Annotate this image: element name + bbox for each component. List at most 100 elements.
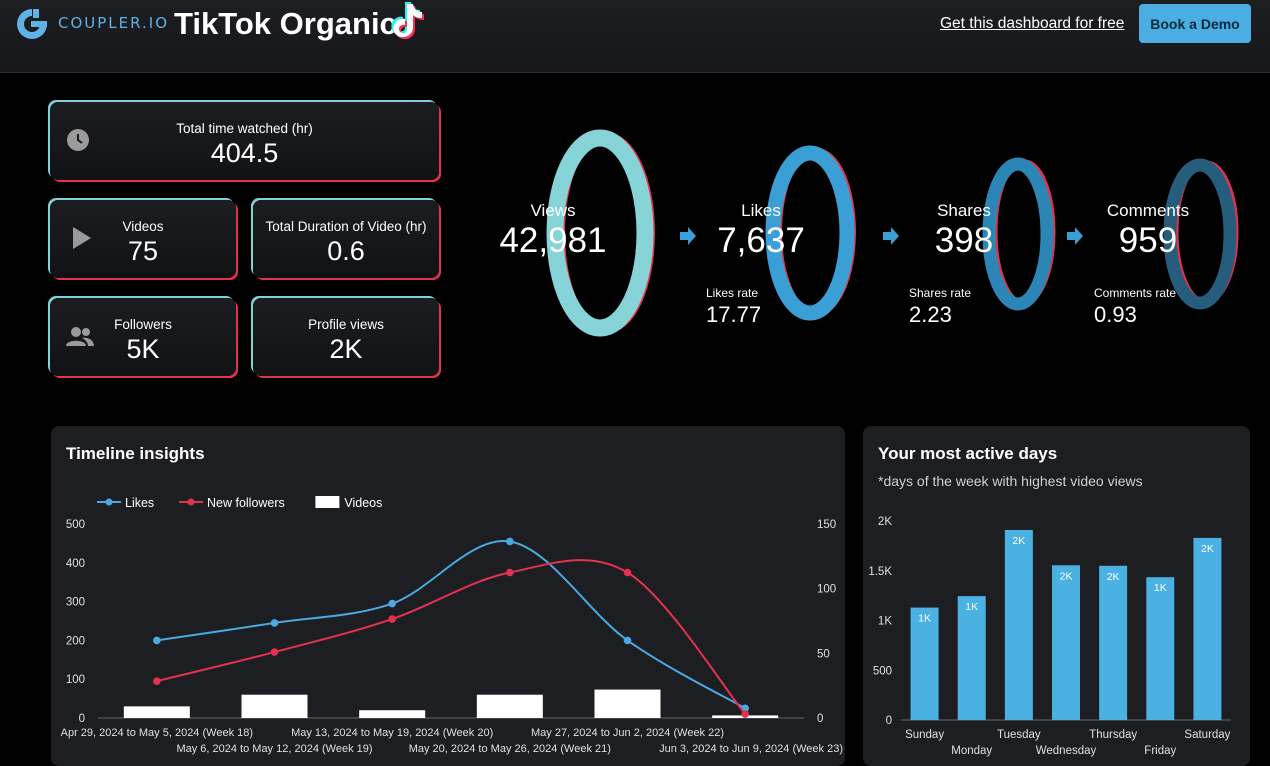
day-bar: [1052, 565, 1080, 720]
likes-value: 7,637: [717, 221, 805, 260]
play-icon: [73, 227, 91, 249]
videos-bar: [359, 710, 426, 718]
active-days-title: Your most active days: [878, 444, 1058, 463]
videos-bar: [241, 694, 308, 718]
series-point: [623, 568, 632, 577]
y-tick: 1K: [878, 616, 892, 628]
x-tick-label: Friday: [1144, 745, 1176, 757]
y-tick-left: 500: [66, 519, 85, 531]
bar-data-label: 1K: [1154, 582, 1167, 594]
kpi-value: 2K: [329, 334, 363, 364]
comments-rate-label: Comments rate: [1094, 286, 1177, 300]
kpi-value: 0.6: [327, 236, 365, 266]
get-dashboard-link[interactable]: Get this dashboard for free: [940, 15, 1125, 32]
series-point: [623, 636, 632, 645]
legend-swatch-dot: [187, 498, 195, 506]
timeline-chart[interactable]: 0 100 200 300 400 500 0 50 100 150 Likes New follow…: [51, 426, 845, 760]
comments-rate-value: 0.93: [1094, 302, 1137, 327]
clock-icon: [67, 129, 89, 151]
series-point: [741, 710, 749, 718]
comments-value: 959: [1118, 221, 1178, 260]
y-tick-left: 400: [66, 558, 85, 570]
timeline-title: Timeline insights: [66, 444, 205, 463]
y-tick-right: 50: [817, 648, 830, 660]
kpi-label: Profile views: [308, 317, 384, 332]
logo-text[interactable]: COUPLER.IO: [58, 14, 170, 32]
series-point: [270, 619, 279, 627]
legend-label: New followers: [207, 496, 285, 510]
y-tick-left: 0: [79, 713, 85, 725]
series-line: [156, 559, 746, 715]
series-point: [388, 615, 396, 623]
active-days-chart[interactable]: 0 500 1K 1.5K 2K 1K Sunday 1K Monday 2K Tuesday 2K W…: [863, 426, 1250, 760]
bar-data-label: 2K: [1107, 571, 1120, 583]
y-tick-left: 300: [66, 597, 85, 609]
videos-bar: [476, 694, 543, 718]
kpi-duration: Total Duration of Video (hr) 0.6: [253, 200, 439, 278]
series-point: [388, 599, 396, 608]
page-title: TikTok Organic: [174, 6, 397, 41]
arrow-icon: [883, 227, 899, 245]
likes-label: Likes: [741, 201, 781, 220]
y-tick: 2K: [878, 516, 892, 528]
kpi-label: Total Duration of Video (hr): [265, 219, 427, 234]
kpi-profile-views: Profile views 2K: [253, 298, 439, 376]
bar-data-label: 1K: [918, 613, 931, 625]
comments-ring: [1163, 158, 1237, 310]
series-line: [156, 540, 746, 710]
likes-rate-value: 17.77: [706, 302, 762, 327]
x-tick-label: Wednesday: [1036, 745, 1097, 757]
shares-rate-value: 2.23: [909, 302, 952, 327]
shares-value: 398: [934, 221, 994, 260]
active-days-subtitle: *days of the week with highest video vie…: [878, 473, 1143, 489]
shares-label: Shares: [937, 201, 991, 220]
x-tick-label: May 6, 2024 to May 12, 2024 (Week 19): [176, 743, 372, 755]
x-tick-label: Tuesday: [997, 729, 1041, 741]
shares-rate-label: Shares rate: [909, 286, 972, 300]
x-tick-label: Apr 29, 2024 to May 5, 2024 (Week 18): [61, 727, 253, 739]
views-value: 42,981: [499, 221, 607, 260]
x-tick-label: Thursday: [1089, 729, 1137, 741]
arrow-icon: [680, 227, 696, 245]
x-tick-label: May 20, 2024 to May 26, 2024 (Week 21): [409, 743, 611, 755]
y-tick: 500: [873, 665, 892, 677]
x-tick-label: Jun 3, 2024 to Jun 9, 2024 (Week 23): [659, 743, 843, 755]
shares-ring: [982, 157, 1054, 311]
kpi-time-watched: Total time watched (hr) 404.5: [50, 102, 439, 180]
day-bar: [910, 607, 939, 720]
videos-bar: [594, 689, 661, 718]
x-tick-label: May 13, 2024 to May 19, 2024 (Week 20): [291, 727, 493, 739]
legend-label: Likes: [125, 496, 154, 510]
tiktok-icon: [391, 2, 424, 40]
videos-bar: [123, 706, 190, 718]
x-tick-label: May 27, 2024 to Jun 2, 2024 (Week 22): [531, 727, 724, 739]
y-tick-right: 0: [817, 713, 823, 725]
book-demo-button[interactable]: Book a Demo: [1139, 4, 1251, 43]
header: COUPLER.IO TikTok Organic Get this dashb…: [0, 0, 1270, 73]
coupler-logo-icon[interactable]: [14, 6, 50, 42]
bar-data-label: 1K: [965, 601, 978, 613]
bar-data-label: 2K: [1201, 543, 1214, 555]
y-tick: 0: [886, 715, 892, 727]
kpi-videos: Videos 75: [50, 200, 236, 278]
kpi-label: Total time watched (hr): [176, 121, 313, 136]
kpi-value: 75: [127, 236, 159, 266]
views-label: Views: [530, 201, 576, 220]
kpi-followers: Followers 5K: [50, 298, 236, 376]
y-tick-left: 200: [66, 635, 85, 647]
day-bar: [1193, 537, 1222, 720]
likes-ring: [765, 145, 855, 321]
legend-swatch: [315, 496, 340, 508]
y-tick: 1.5K: [868, 566, 892, 578]
views-ring: [546, 129, 654, 337]
y-tick-left: 100: [66, 674, 85, 686]
bar-data-label: 2K: [1012, 535, 1025, 547]
kpi-label: Followers: [114, 317, 172, 332]
kpi-value: 404.5: [210, 138, 279, 168]
bar-data-label: 2K: [1060, 570, 1073, 582]
funnel-rings: [546, 129, 1239, 337]
series-point: [270, 648, 279, 656]
series-point: [153, 677, 161, 685]
x-tick-label: Sunday: [905, 729, 944, 741]
kpi-value: 5K: [126, 334, 160, 364]
